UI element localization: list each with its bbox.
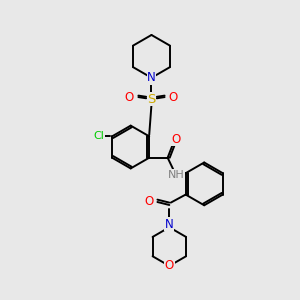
Text: N: N <box>147 71 156 84</box>
Text: O: O <box>165 260 174 272</box>
Text: O: O <box>171 133 180 146</box>
Text: Cl: Cl <box>93 131 104 141</box>
Text: NH: NH <box>168 170 184 180</box>
Text: O: O <box>144 195 153 208</box>
Text: N: N <box>165 218 174 231</box>
Text: S: S <box>147 93 156 106</box>
Text: O: O <box>125 91 134 104</box>
Text: O: O <box>169 91 178 104</box>
